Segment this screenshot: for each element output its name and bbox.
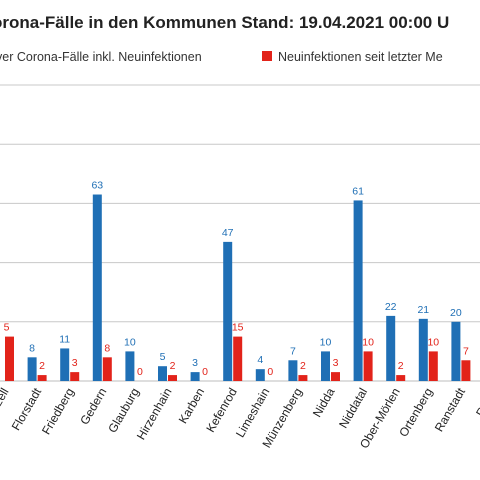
value-label-total-11: 61: [352, 185, 364, 197]
value-label-new-1: 2: [39, 360, 45, 372]
bar-new-1: [37, 375, 47, 381]
legend: ver Corona-Fälle inkl. Neuinfektionen Ne…: [0, 50, 443, 64]
bar-total-7: [223, 241, 233, 381]
value-label-new-0: 5: [4, 322, 10, 334]
category-label-3: Gedern: [77, 386, 109, 428]
value-label-total-4: 10: [124, 336, 136, 348]
value-label-new-14: 7: [463, 345, 469, 357]
bar-new-0: [5, 336, 14, 381]
bar-total-2: [60, 348, 70, 381]
legend-swatch-new: [262, 51, 272, 61]
category-label-2: Friedberg: [39, 386, 77, 437]
bar-total-11: [353, 200, 363, 381]
value-label-total-6: 3: [192, 357, 198, 369]
bar-total-5: [158, 366, 167, 381]
value-label-new-7: 15: [232, 322, 244, 334]
value-label-new-4: 0: [137, 366, 143, 378]
category-label-14: Ranstadt: [432, 385, 468, 434]
bar-total-8: [255, 369, 265, 381]
value-label-new-11: 10: [362, 336, 374, 348]
value-label-total-9: 7: [290, 345, 296, 357]
bar-new-5: [168, 375, 177, 381]
bar-total-4: [125, 351, 135, 381]
value-label-total-5: 5: [160, 351, 166, 363]
category-label-11: Niddatal: [336, 386, 370, 431]
bars: [5, 194, 471, 381]
value-label-new-5: 2: [170, 360, 176, 372]
category-label-6: Karben: [176, 386, 207, 427]
value-label-total-14: 20: [450, 307, 462, 319]
bar-new-2: [70, 372, 80, 381]
bar-total-10: [321, 351, 330, 381]
chart-title: orona-Fälle in den Kommunen Stand: 19.04…: [0, 13, 449, 32]
category-label-10: Nidda: [310, 385, 338, 419]
bar-new-12: [396, 375, 406, 381]
bar-total-9: [288, 360, 298, 381]
value-label-new-13: 10: [427, 336, 439, 348]
bar-new-7: [233, 336, 243, 381]
bar-new-13: [428, 351, 438, 381]
value-label-total-3: 63: [91, 180, 103, 192]
value-label-new-12: 2: [398, 360, 404, 372]
bar-new-9: [298, 375, 308, 381]
bar-total-1: [27, 357, 37, 381]
category-label-0: chzell: [0, 386, 12, 420]
bar-total-3: [92, 194, 102, 381]
value-label-total-1: 8: [29, 342, 35, 354]
value-label-total-2: 11: [59, 333, 70, 345]
value-label-new-6: 0: [202, 366, 208, 378]
value-label-total-13: 21: [417, 304, 429, 316]
bar-total-13: [418, 318, 428, 381]
value-label-new-3: 8: [104, 342, 110, 354]
value-label-total-8: 4: [257, 354, 263, 366]
value-label-new-9: 2: [300, 360, 306, 372]
value-label-new-2: 3: [72, 357, 78, 369]
value-label-new-8: 0: [267, 366, 273, 378]
bar-new-11: [363, 351, 373, 381]
bar-total-14: [451, 321, 461, 381]
value-label-total-12: 22: [385, 301, 397, 313]
bar-new-3: [102, 357, 112, 381]
value-label-total-7: 47: [222, 227, 234, 239]
value-label-new-10: 3: [333, 357, 339, 369]
value-label-total-10: 10: [320, 336, 332, 348]
bar-new-14: [461, 360, 471, 381]
category-label-15: Reich: [473, 386, 480, 420]
category-label-1: Florstadt: [9, 385, 45, 433]
legend-label-total: ver Corona-Fälle inkl. Neuinfektionen: [0, 50, 202, 64]
bar-total-6: [190, 372, 200, 381]
legend-label-new: Neuinfektionen seit letzter Me: [278, 50, 443, 64]
bar-total-12: [386, 315, 396, 381]
bar-new-10: [331, 372, 340, 381]
category-label-4: Glauburg: [105, 386, 142, 436]
category-label-7: Kefenrod: [203, 386, 239, 435]
